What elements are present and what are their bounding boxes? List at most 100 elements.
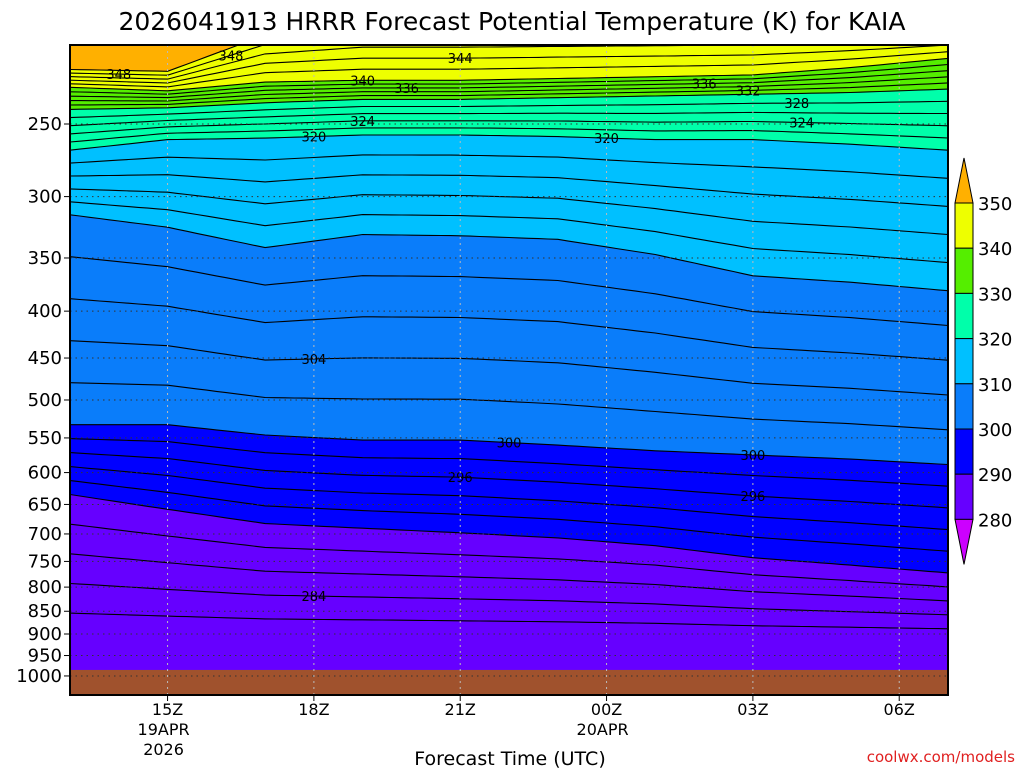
contour-label: 340 bbox=[350, 74, 375, 89]
contour-label: 300 bbox=[497, 437, 522, 452]
contour-338 bbox=[70, 63, 948, 95]
contour-label: 324 bbox=[350, 115, 375, 130]
y-tick-label: 850 bbox=[28, 601, 62, 622]
y-tick-label: 300 bbox=[28, 187, 62, 208]
contour-label: 300 bbox=[740, 449, 765, 464]
contour-label: 328 bbox=[784, 97, 809, 112]
colorbar-arrow-bottom bbox=[954, 518, 974, 565]
x-tick-label: 18Z bbox=[298, 700, 329, 719]
axes: 2503003504004505005506006507007508008509… bbox=[16, 44, 949, 759]
y-tick-label: 700 bbox=[28, 524, 62, 545]
colorbar-label: 350 bbox=[978, 194, 1012, 215]
x-tick-label: 03Z bbox=[737, 700, 768, 719]
contour-348 bbox=[70, 45, 266, 76]
colorbar-box bbox=[954, 292, 974, 340]
y-tick-label: 650 bbox=[28, 494, 62, 515]
contour-314 bbox=[70, 188, 948, 236]
colorbar-label: 330 bbox=[978, 284, 1012, 305]
contour-342 bbox=[70, 51, 948, 88]
colorbar-box bbox=[954, 473, 974, 520]
contour-312 bbox=[70, 201, 948, 264]
y-tick-label: 450 bbox=[28, 348, 62, 369]
contour-334 bbox=[70, 76, 948, 102]
contour-308 bbox=[70, 256, 948, 327]
contour-label: 304 bbox=[301, 353, 326, 368]
contour-label: 336 bbox=[692, 78, 717, 93]
contour-336 bbox=[70, 70, 948, 99]
colorbar-box bbox=[954, 202, 974, 249]
contour-330 bbox=[70, 88, 948, 110]
y-tick-label: 600 bbox=[28, 463, 62, 484]
colorbar: 280 290 300 310 320 330 340 350 bbox=[954, 157, 1012, 565]
contour-284 bbox=[70, 582, 948, 616]
colorbar-arrow-top bbox=[954, 157, 974, 204]
plot-frame bbox=[69, 44, 949, 696]
x-tick-label: 06Z bbox=[884, 700, 915, 719]
x-tick-label: 00Z bbox=[591, 700, 622, 719]
y-tick-label: 500 bbox=[28, 390, 62, 411]
colorbar-box bbox=[954, 383, 974, 430]
colorbar-label: 280 bbox=[978, 510, 1012, 531]
contour-label: 348 bbox=[106, 68, 131, 83]
contour-label: 332 bbox=[736, 84, 761, 99]
chart-title: 2026041913 HRRR Forecast Potential Tempe… bbox=[118, 7, 905, 36]
y-tick-label: 950 bbox=[28, 646, 62, 667]
colorbar-label: 340 bbox=[978, 239, 1012, 260]
y-tick-label: 250 bbox=[28, 114, 62, 135]
contour-304 bbox=[70, 340, 948, 396]
y-tick-label: 800 bbox=[28, 577, 62, 598]
contour-294 bbox=[70, 466, 948, 531]
contour-324 bbox=[70, 120, 948, 135]
contour-332 bbox=[70, 82, 948, 106]
contour-340 bbox=[70, 57, 948, 92]
x-axis-label: Forecast Time (UTC) bbox=[414, 748, 605, 768]
contour-310 bbox=[70, 214, 948, 292]
colorbar-box bbox=[954, 428, 974, 475]
contour-label: 296 bbox=[740, 490, 765, 505]
x-tick-date: 2026 bbox=[143, 740, 184, 759]
contour-344 bbox=[70, 45, 948, 84]
contour-322 bbox=[70, 127, 948, 143]
colorbar-label: 290 bbox=[978, 465, 1012, 486]
y-tick-label: 550 bbox=[28, 428, 62, 449]
contour-label: 348 bbox=[219, 49, 244, 64]
band-350 bbox=[70, 45, 239, 72]
y-tick-label: 350 bbox=[28, 248, 62, 269]
credit-text: coolwx.com/models bbox=[867, 748, 1015, 766]
x-tick-label: 15Z bbox=[152, 700, 183, 719]
contour-302 bbox=[70, 382, 948, 431]
y-tick-label: 750 bbox=[28, 551, 62, 572]
colorbar-box bbox=[954, 247, 974, 294]
contour-326 bbox=[70, 111, 948, 127]
y-tick-label: 1000 bbox=[16, 666, 62, 687]
contour-label: 320 bbox=[301, 131, 326, 146]
contour-318 bbox=[70, 154, 948, 179]
x-tick-date: 20APR bbox=[577, 720, 629, 739]
contour-label: 344 bbox=[448, 52, 473, 67]
contour-label: 336 bbox=[394, 82, 419, 97]
colorbar-label: 310 bbox=[978, 375, 1012, 396]
contour-288 bbox=[70, 523, 948, 588]
contour-328 bbox=[70, 100, 948, 119]
contour-label: 320 bbox=[594, 132, 619, 147]
y-tick-label: 900 bbox=[28, 624, 62, 645]
contour-282 bbox=[70, 612, 948, 630]
colorbar-label: 300 bbox=[978, 420, 1012, 441]
x-tick-date: 19APR bbox=[138, 720, 190, 739]
colorbar-label: 320 bbox=[978, 330, 1012, 351]
contour-298 bbox=[70, 438, 948, 487]
contour-300 bbox=[70, 424, 948, 466]
contour-320 bbox=[70, 134, 948, 151]
contour-286 bbox=[70, 553, 948, 602]
x-tick-label: 21Z bbox=[445, 700, 476, 719]
ground bbox=[70, 669, 948, 695]
colorbar-box bbox=[954, 338, 974, 385]
contour-346 bbox=[70, 45, 771, 80]
y-tick-label: 400 bbox=[28, 301, 62, 322]
contour-296 bbox=[70, 452, 948, 509]
contour-306 bbox=[70, 298, 948, 361]
contour-292 bbox=[70, 480, 948, 552]
